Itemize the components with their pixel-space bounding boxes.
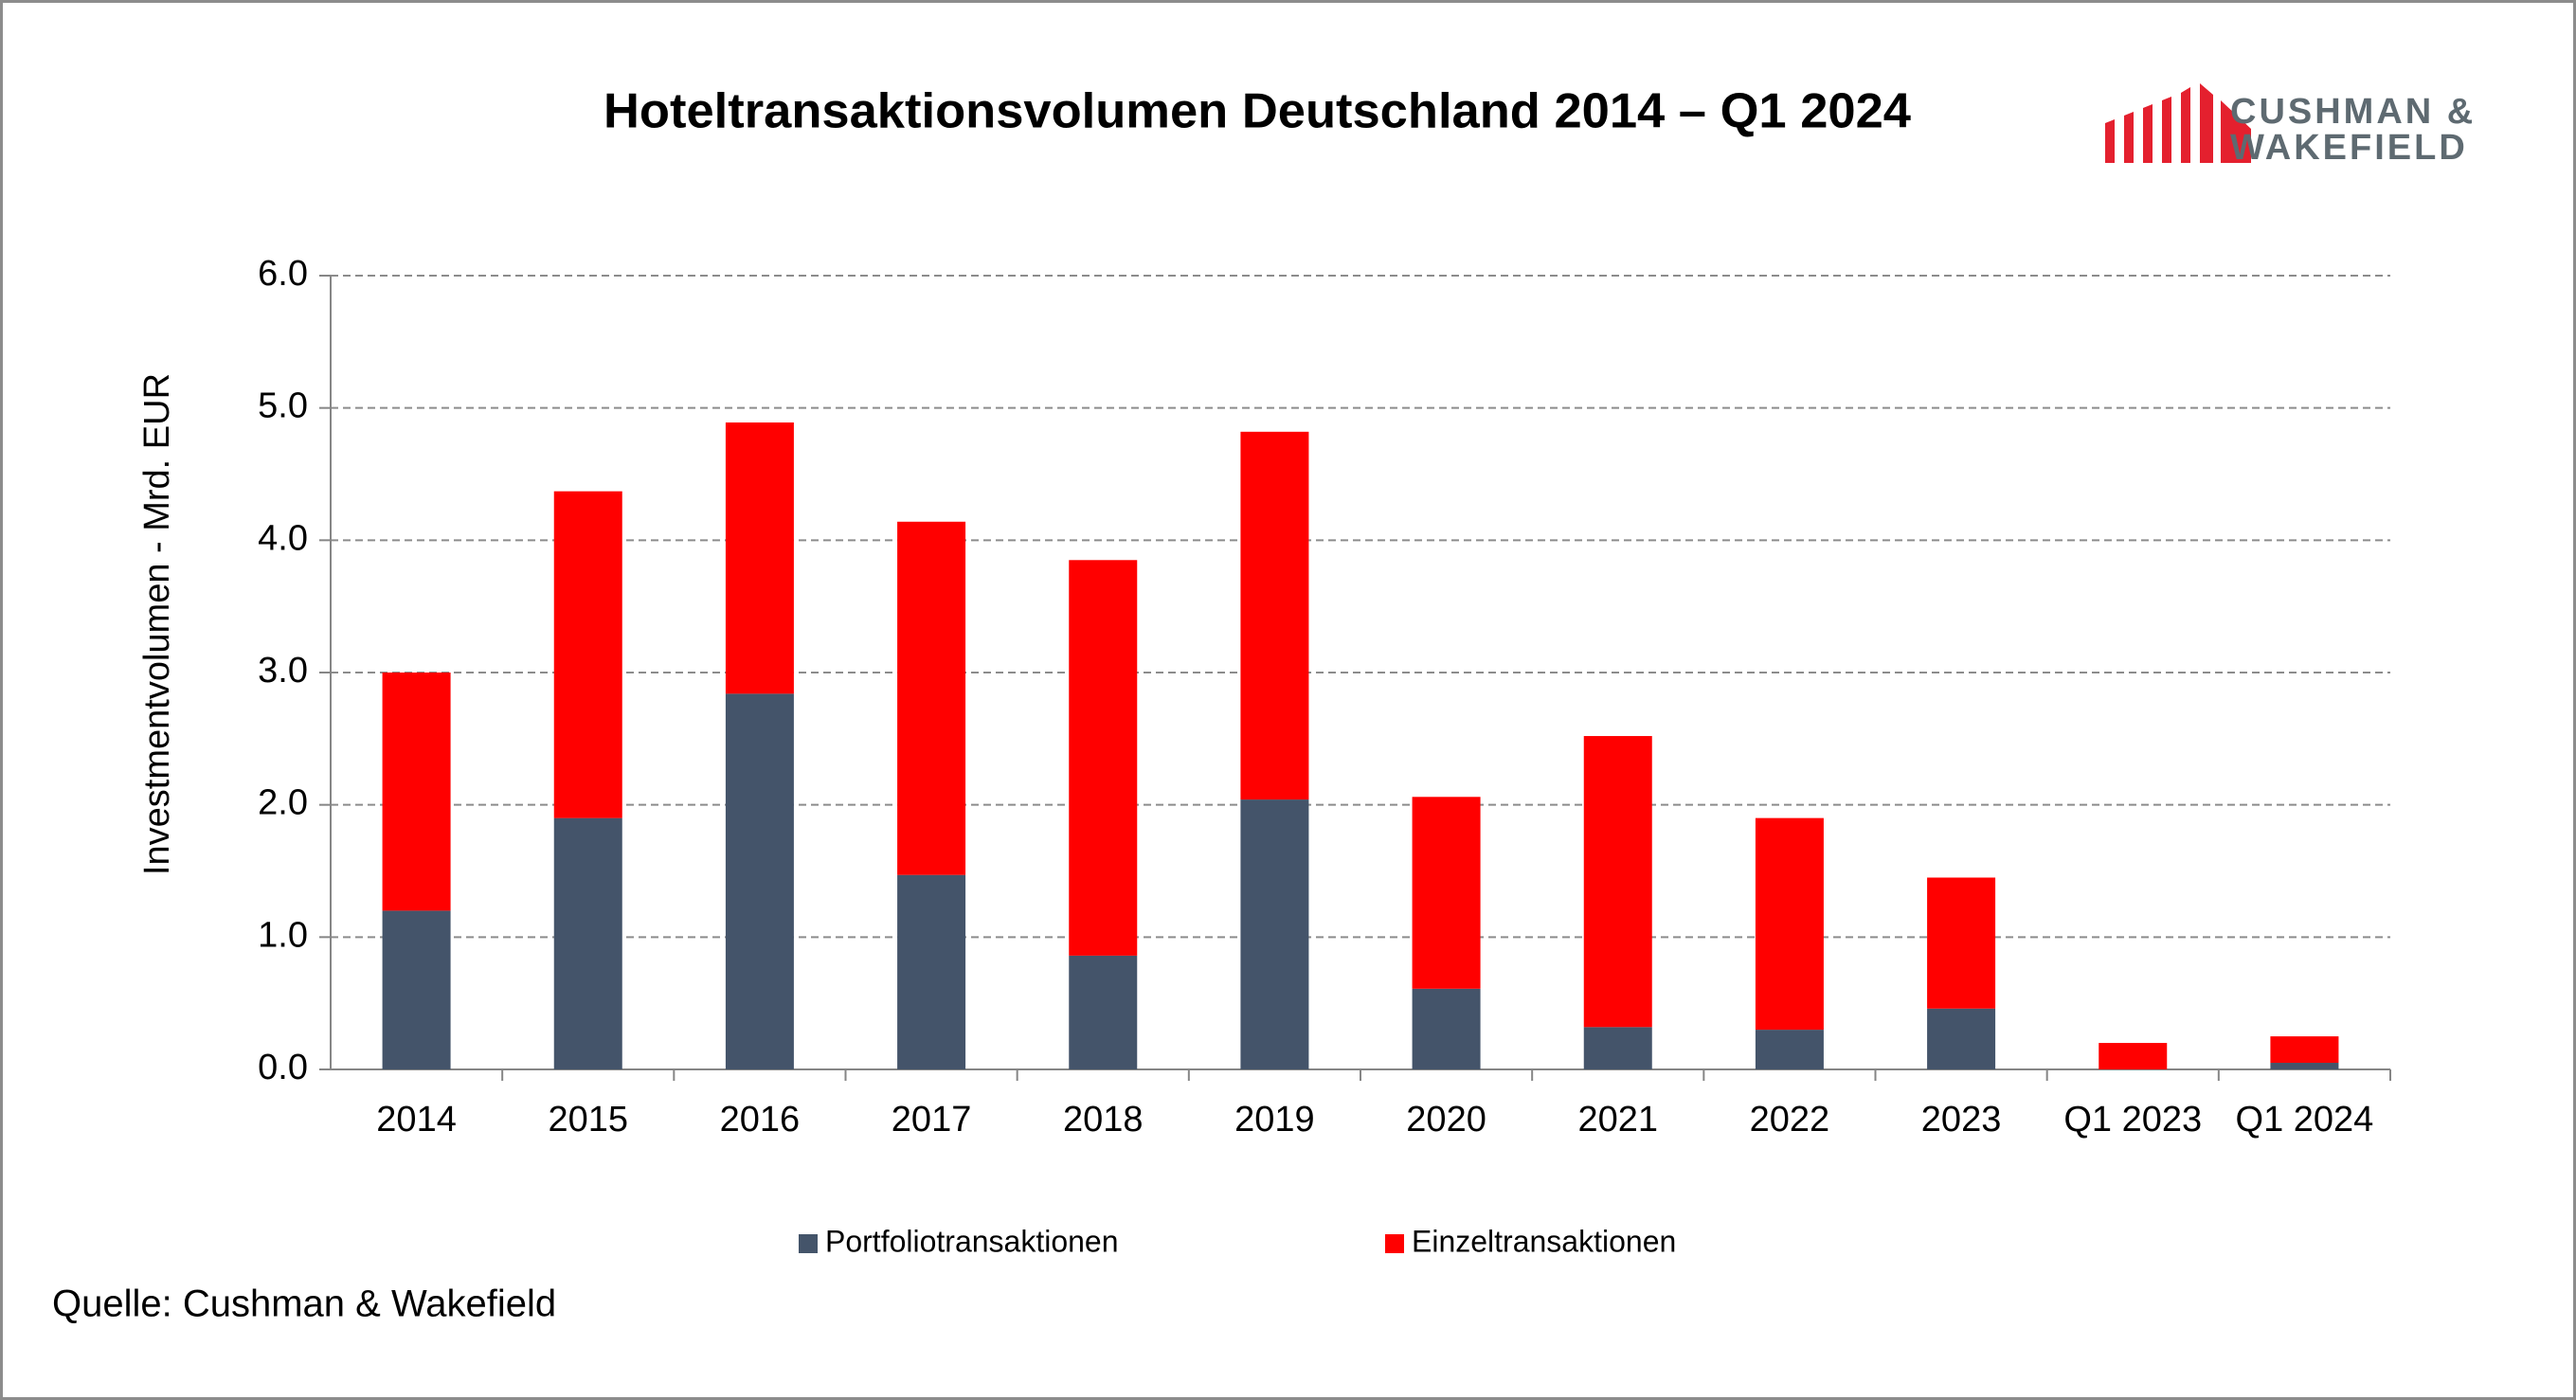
- logo: CUSHMAN & WAKEFIELD: [2105, 83, 2476, 168]
- bar-segment: [1069, 955, 1138, 1069]
- bar-segment: [1583, 1027, 1652, 1069]
- y-tick-label: 4.0: [258, 518, 308, 558]
- x-tick-label: 2020: [1406, 1100, 1486, 1140]
- logo-text: WAKEFIELD: [2230, 128, 2468, 168]
- logo-mark: [2105, 83, 2251, 163]
- x-tick-label: 2023: [1921, 1100, 2002, 1140]
- bar-segment: [1240, 431, 1309, 800]
- y-axis-title: Investmentvolumen - Mrd. EUR: [137, 373, 177, 875]
- bar-segment: [2270, 1063, 2339, 1069]
- bar-segment: [897, 874, 966, 1069]
- bar-segment: [2099, 1043, 2168, 1069]
- bar-segment: [1412, 797, 1481, 989]
- y-tick-label: 0.0: [258, 1048, 308, 1087]
- bar-segment: [382, 910, 451, 1069]
- x-tick-label: Q1 2023: [2063, 1100, 2202, 1140]
- y-tick-label: 1.0: [258, 915, 308, 955]
- y-tick-label: 2.0: [258, 783, 308, 823]
- y-tick-label: 3.0: [258, 651, 308, 691]
- bar-segment: [553, 817, 622, 1069]
- x-tick-label: 2014: [376, 1100, 457, 1140]
- source: Quelle: Cushman & Wakefield: [52, 1283, 556, 1325]
- legend-label: Portfoliotransaktionen: [825, 1224, 1119, 1258]
- y-tick-label: 6.0: [258, 254, 308, 294]
- chart-title: Hoteltransaktionsvolumen Deutschland 201…: [603, 84, 1911, 139]
- x-tick-label: 2021: [1577, 1100, 1658, 1140]
- bar-segment: [2270, 1036, 2339, 1064]
- y-tick-label: 5.0: [258, 386, 308, 426]
- bar-segment: [553, 491, 622, 818]
- bar-segment: [1755, 1030, 1824, 1069]
- x-tick-label: 2019: [1234, 1100, 1315, 1140]
- x-tick-label: 2016: [720, 1100, 801, 1140]
- bar-segment: [1583, 736, 1652, 1028]
- legend-label: Einzeltransaktionen: [1412, 1224, 1676, 1258]
- x-tick-label: 2022: [1750, 1100, 1830, 1140]
- logo-text: CUSHMAN &: [2230, 92, 2476, 132]
- bar-segment: [1927, 1008, 1996, 1069]
- bar-segment: [1240, 799, 1309, 1069]
- x-tick-label: 2018: [1063, 1100, 1144, 1140]
- bar-segment: [897, 521, 966, 875]
- bar-segment: [1412, 988, 1481, 1069]
- bar-segment: [382, 673, 451, 911]
- bar-segment: [1927, 877, 1996, 1009]
- x-tick-label: 2015: [548, 1100, 628, 1140]
- bar-segment: [725, 693, 794, 1069]
- x-tick-label: Q1 2024: [2236, 1100, 2374, 1140]
- bar-segment: [1069, 560, 1138, 956]
- bar-segment: [725, 422, 794, 694]
- bar-segment: [1755, 817, 1824, 1031]
- x-tick-label: 2017: [892, 1100, 972, 1140]
- legend-swatch: [799, 1234, 818, 1253]
- legend-swatch: [1385, 1234, 1404, 1253]
